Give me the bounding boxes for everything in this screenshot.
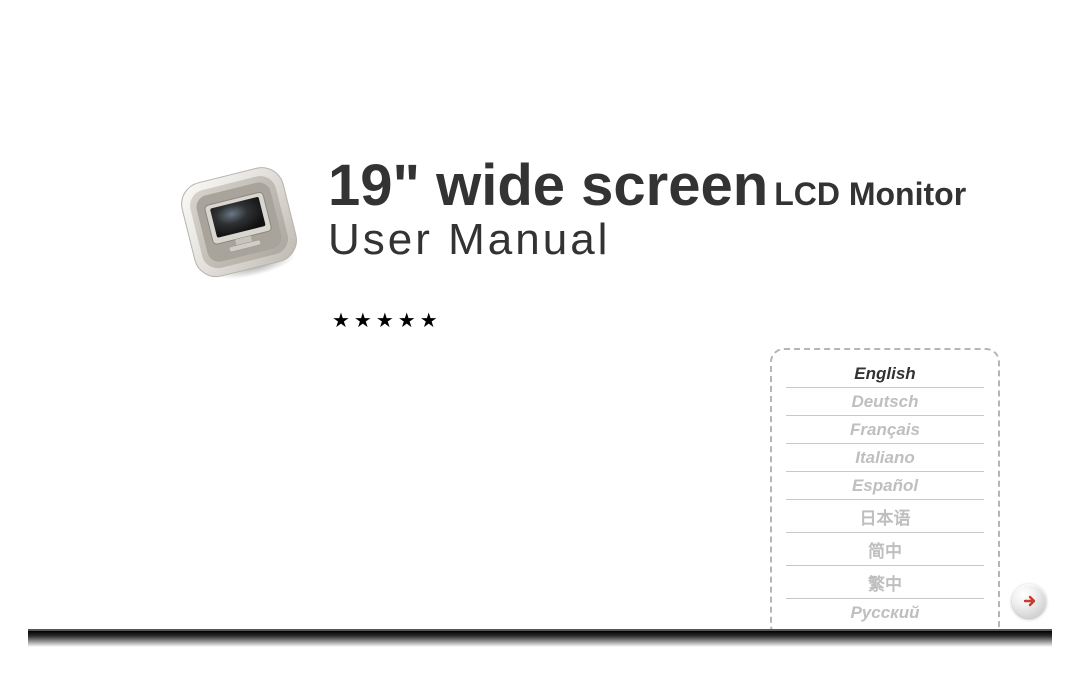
language-option[interactable]: English [786,360,984,388]
footer-divider [28,629,1052,647]
language-option[interactable]: Español [786,472,984,500]
language-option[interactable]: 日本语 [786,500,984,533]
next-page-button[interactable] [1012,584,1046,618]
title-header: 19" wide screenLCD Monitor User Manual [180,158,966,286]
title-block: 19" wide screenLCD Monitor User Manual [328,152,966,265]
language-selector: EnglishDeutschFrançaisItalianoEspañol日本语… [770,348,1000,640]
title-line: 19" wide screenLCD Monitor [328,152,966,219]
language-option[interactable]: Italiano [786,444,984,472]
monitor-icon [180,166,300,286]
star-separator: ★★★★★ [332,308,966,333]
language-option[interactable]: Deutsch [786,388,984,416]
user-manual-text: User Manual [328,215,966,265]
arrow-right-icon [1022,593,1038,609]
screen-size-text: 19" wide screen [328,153,768,218]
language-option[interactable]: 简中 [786,533,984,566]
language-option[interactable]: Русский [786,599,984,626]
language-option[interactable]: Français [786,416,984,444]
lcd-monitor-text: LCD Monitor [774,176,966,212]
language-option[interactable]: 繁中 [786,566,984,599]
